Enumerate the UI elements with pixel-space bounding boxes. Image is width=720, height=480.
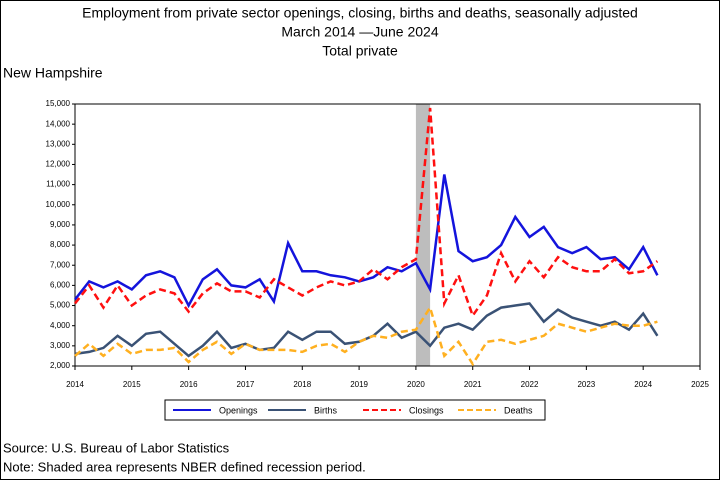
legend-box — [164, 399, 546, 421]
y-tick-label: 14,000 — [46, 119, 71, 128]
series-line — [74, 174, 659, 309]
legend-label: Deaths — [504, 405, 533, 415]
y-tick-label: 4,000 — [50, 321, 71, 330]
x-tick-label: 2017 — [237, 380, 255, 389]
y-tick-label: 15,000 — [46, 99, 71, 108]
x-tick-label: 2018 — [293, 380, 311, 389]
y-tick-label: 12,000 — [46, 160, 71, 169]
chart-subtitle: Total private — [322, 43, 398, 59]
source-note: Source: U.S. Bureau of Labor Statistics — [3, 440, 230, 455]
x-tick-label: 2025 — [691, 380, 709, 389]
x-tick-label: 2020 — [407, 380, 425, 389]
y-tick-label: 10,000 — [46, 200, 71, 209]
x-tick-label: 2014 — [66, 380, 84, 389]
y-tick-label: 5,000 — [50, 301, 71, 310]
series-line — [74, 304, 658, 367]
y-tick-label: 11,000 — [46, 180, 70, 189]
y-tick-label: 9,000 — [50, 220, 71, 229]
x-tick-label: 2023 — [577, 380, 595, 389]
x-tick-label: 2024 — [634, 380, 652, 389]
x-tick-label: 2021 — [464, 380, 482, 389]
y-tick-label: 2,000 — [50, 361, 71, 370]
region-label: New Hampshire — [3, 65, 103, 81]
recession-band — [415, 104, 431, 366]
legend-label: Openings — [219, 405, 258, 415]
legend-label: Births — [314, 405, 338, 415]
series-line — [74, 302, 659, 358]
legend-label: Closings — [409, 405, 444, 415]
y-tick-label: 8,000 — [50, 240, 71, 249]
chart-subtitle: March 2014 —June 2024 — [281, 24, 438, 40]
plot-frame — [74, 103, 701, 367]
x-tick-label: 2019 — [350, 380, 368, 389]
footnote: Note: Shaded area represents NBER define… — [3, 459, 366, 474]
x-tick-label: 2016 — [180, 380, 198, 389]
y-tick-label: 6,000 — [50, 280, 71, 289]
x-tick-label: 2015 — [123, 380, 141, 389]
series-line — [74, 107, 659, 319]
y-tick-label: 3,000 — [50, 341, 71, 350]
y-tick-label: 7,000 — [50, 260, 71, 269]
x-tick-label: 2022 — [521, 380, 539, 389]
y-tick-label: 13,000 — [46, 139, 71, 148]
chart-title: Employment from private sector openings,… — [82, 5, 638, 21]
